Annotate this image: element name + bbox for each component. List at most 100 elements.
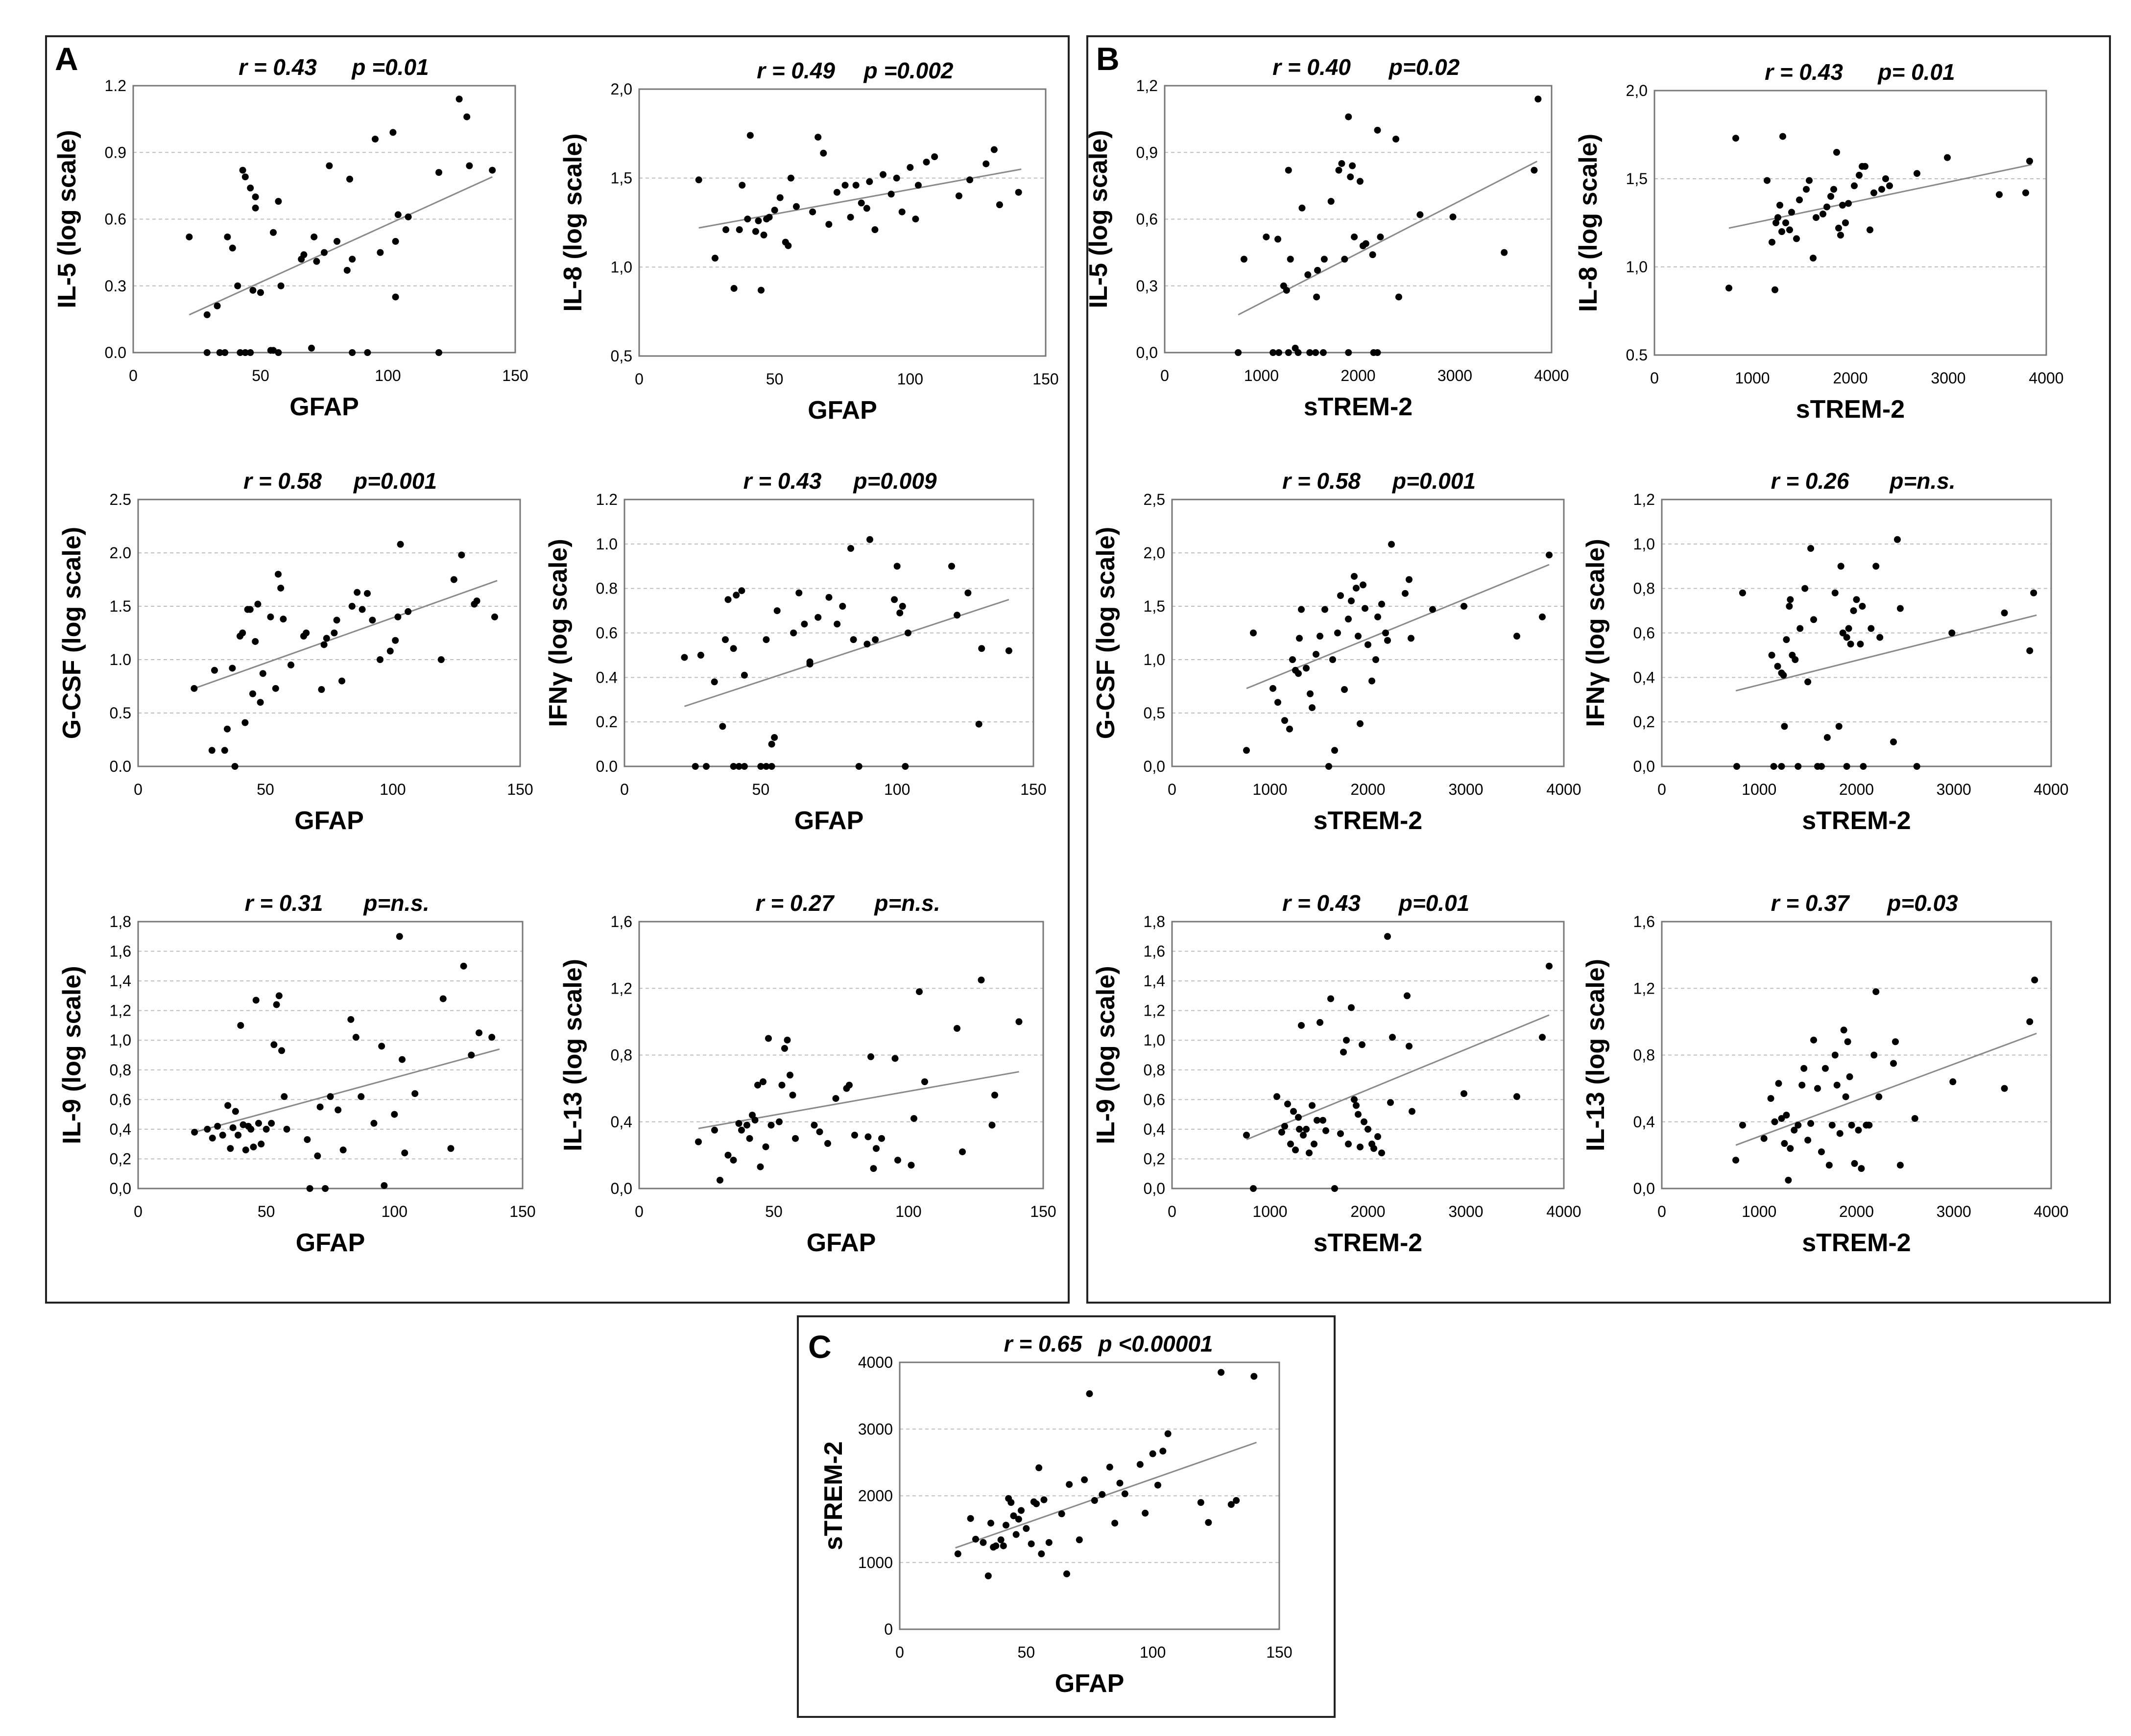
data-point [463, 113, 471, 120]
data-point [1306, 349, 1314, 356]
data-point [730, 1157, 737, 1164]
data-point [781, 1045, 788, 1052]
data-point [322, 1185, 329, 1192]
x-tick-label: 4000 [1546, 781, 1581, 798]
data-point [204, 1125, 211, 1133]
x-tick-label: 1000 [1252, 1203, 1287, 1220]
data-point [268, 1119, 275, 1127]
data-point [1309, 1102, 1316, 1109]
plot-area [137, 499, 521, 767]
data-point [396, 933, 403, 940]
data-point [789, 1092, 796, 1099]
y-tick-label: 0 [884, 1620, 893, 1638]
data-point [1369, 251, 1376, 259]
data-point [912, 215, 919, 223]
plot-area [638, 921, 1044, 1189]
data-point [1858, 1165, 1865, 1172]
y-axis-label: IL-9 (log scale) [1092, 966, 1120, 1144]
data-point [300, 251, 308, 259]
y-tick-label: 1,4 [110, 972, 131, 990]
data-point [820, 149, 827, 157]
data-point [2022, 189, 2029, 196]
data-point [1015, 189, 1022, 196]
data-point [1429, 606, 1436, 613]
data-point [1287, 256, 1294, 263]
y-tick-label: 0,0 [1633, 758, 1655, 775]
data-point [846, 1081, 853, 1089]
y-tick-label: 0,0 [611, 1180, 632, 1197]
data-point [1778, 228, 1785, 235]
x-tick-label: 0 [129, 367, 138, 384]
y-axis-label: IL-9 (log scale) [58, 966, 86, 1144]
data-point [1804, 678, 1812, 686]
data-point [1823, 203, 1830, 211]
data-point [1374, 126, 1381, 134]
data-point [1233, 1497, 1240, 1504]
data-point [910, 1115, 917, 1122]
data-point [907, 164, 914, 171]
data-point [1345, 616, 1352, 623]
data-point [1317, 1019, 1323, 1026]
data-point [1775, 1080, 1782, 1087]
data-point [1263, 233, 1270, 240]
data-point [1835, 723, 1843, 730]
stat-r-label: r = 0.43 [239, 54, 317, 80]
data-point [762, 1143, 769, 1150]
data-point [1787, 596, 1794, 603]
data-point [954, 612, 961, 619]
data-point [724, 596, 732, 603]
y-axis-label: IFNγ (log scale) [544, 539, 573, 727]
data-point [988, 1121, 996, 1129]
y-tick-label: 0,8 [1144, 1061, 1165, 1079]
data-point [825, 594, 833, 601]
y-axis-label: IL-5 (log scale) [53, 130, 81, 308]
data-point [1842, 1093, 1849, 1100]
data-point [741, 763, 748, 770]
data-point [1298, 606, 1305, 613]
data-point [735, 1120, 742, 1127]
data-point [711, 678, 718, 686]
x-tick-label: 50 [766, 370, 784, 388]
data-point [1531, 166, 1538, 174]
x-tick-label: 1000 [1244, 367, 1279, 384]
data-point [1063, 1570, 1070, 1577]
data-point [730, 285, 738, 292]
data-point [1317, 633, 1323, 640]
y-tick-label: 1,2 [110, 1002, 131, 1020]
data-point [1359, 1041, 1365, 1048]
data-point [1091, 1497, 1098, 1504]
data-point [1803, 186, 1810, 193]
data-point [343, 266, 351, 274]
y-tick-label: 0,0 [1144, 758, 1165, 775]
x-tick-label: 4000 [2029, 369, 2063, 387]
data-point [1295, 670, 1302, 677]
x-tick-label: 150 [1032, 370, 1058, 388]
data-point [987, 1520, 994, 1527]
data-point [1353, 1102, 1360, 1109]
data-point [738, 587, 745, 595]
data-point [931, 153, 938, 161]
data-point [801, 620, 808, 628]
stat-p-label: p=n.s. [1889, 468, 1955, 494]
data-point [795, 589, 803, 596]
data-point [1828, 1121, 1836, 1129]
data-point [1003, 1522, 1009, 1529]
x-tick-label: 2000 [1839, 781, 1874, 798]
x-tick-label: 50 [752, 781, 770, 798]
data-point [1392, 136, 1400, 143]
data-point [280, 616, 287, 623]
data-point [1329, 656, 1336, 663]
data-point [721, 636, 729, 643]
data-point [1416, 211, 1424, 218]
data-point [1831, 1051, 1839, 1059]
y-tick-label: 2,0 [1144, 544, 1165, 562]
data-point [959, 1148, 966, 1156]
y-tick-label: 0.2 [596, 713, 618, 731]
y-tick-label: 0.0 [105, 344, 126, 361]
x-tick-label: 1000 [1735, 369, 1770, 387]
data-point [1845, 200, 1852, 207]
data-point [258, 1141, 265, 1148]
data-point [1783, 636, 1790, 643]
x-tick-label: 2000 [1350, 1203, 1385, 1220]
y-tick-label: 0,6 [1144, 1091, 1165, 1108]
